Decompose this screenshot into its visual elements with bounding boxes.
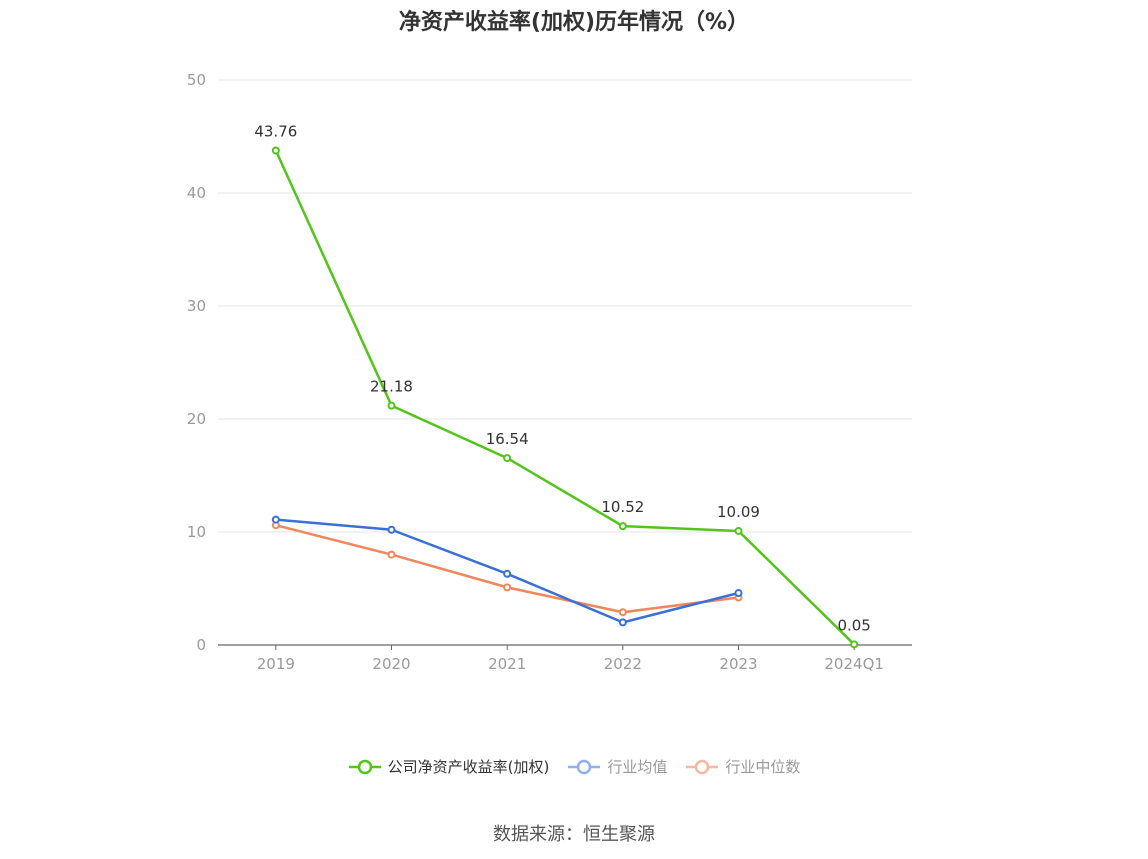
data-label: 16.54: [486, 430, 529, 448]
x-axis: 2019 2020 2021 2022 2023 2024Q1: [218, 644, 912, 673]
x-tick-label: 2024Q1: [824, 655, 884, 673]
legend-label: 公司净资产收益率(加权): [387, 758, 550, 776]
y-axis: 0 10 20 30 40 50: [187, 71, 206, 654]
series-group: [271, 146, 859, 649]
y-tick-label: 40: [187, 184, 206, 202]
line-chart: 0 10 20 30 40 50 2019 2020 2021 2022 2023 2024Q1 4…: [187, 71, 912, 673]
legend-item[interactable]: 公司净资产收益率(加权): [348, 756, 550, 777]
data-labels: 43.76 21.18 16.54 10.52 10.09 0.05: [254, 123, 871, 635]
data-point: [503, 583, 512, 592]
data-point: [503, 454, 512, 463]
x-tick-label: 2021: [488, 655, 526, 673]
data-point: [618, 522, 627, 531]
data-source: 数据来源：恒生聚源: [493, 824, 655, 845]
data-point: [503, 569, 512, 578]
data-point: [387, 525, 396, 534]
data-label: 43.76: [254, 123, 297, 141]
y-tick-label: 20: [187, 410, 206, 428]
y-tick-label: 0: [196, 636, 206, 654]
legend-item[interactable]: 行业均值: [567, 756, 667, 777]
grid-lines: [218, 79, 912, 533]
legend-marker-icon: [348, 759, 381, 774]
data-label: 10.09: [717, 503, 760, 521]
x-tick-label: 2022: [604, 655, 642, 673]
data-point: [618, 608, 627, 617]
series-line: [275, 524, 739, 614]
y-tick-label: 50: [187, 71, 206, 89]
data-point: [271, 515, 280, 524]
y-tick-label: 30: [187, 297, 206, 315]
data-label: 21.18: [370, 378, 413, 396]
x-tick-label: 2020: [372, 655, 410, 673]
data-label: 0.05: [837, 616, 870, 634]
legend-marker-icon: [568, 759, 601, 774]
legend-marker-icon: [686, 759, 719, 774]
data-point: [734, 589, 743, 598]
legend-label: 行业中位数: [725, 758, 801, 776]
data-point: [271, 146, 280, 155]
legend-label: 行业均值: [607, 758, 668, 776]
x-tick-label: 2019: [257, 655, 295, 673]
data-point: [387, 550, 396, 559]
data-point: [850, 640, 859, 649]
series-line: [274, 149, 856, 646]
y-tick-label: 10: [187, 523, 206, 541]
data-point: [387, 401, 396, 410]
data-point: [734, 526, 743, 535]
data-label: 10.52: [601, 498, 644, 516]
x-tick-label: 2023: [719, 655, 757, 673]
legend-item[interactable]: 行业中位数: [685, 756, 800, 777]
legend: 公司净资产收益率(加权) 行业均值 行业中位数: [0, 756, 1148, 777]
data-point: [618, 618, 627, 627]
chart-title: 净资产收益率(加权)历年情况（%）: [398, 10, 750, 35]
